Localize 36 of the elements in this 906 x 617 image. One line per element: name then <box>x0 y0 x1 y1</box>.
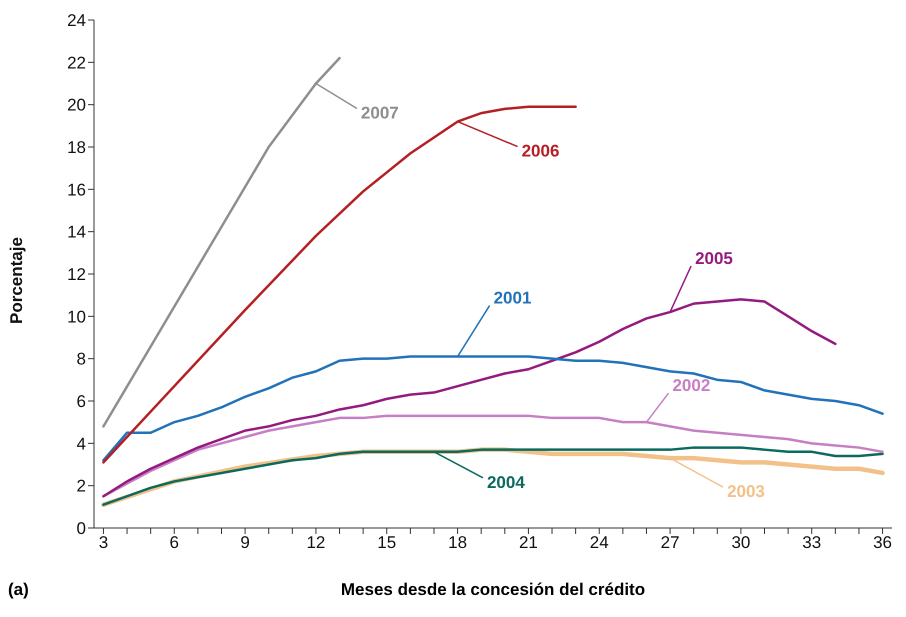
x-tick-label: 3 <box>98 533 108 552</box>
x-tick-label: 33 <box>802 533 822 552</box>
x-tick-label: 18 <box>448 533 468 552</box>
text: 2006 <box>522 142 560 161</box>
series-label: 2002 <box>672 376 710 396</box>
x-tick-label: 27 <box>660 533 680 552</box>
text: 2001 <box>494 288 532 308</box>
line-series <box>102 106 577 464</box>
x-axis-title: Meses desde la concesión del crédito <box>340 580 646 600</box>
text: (a) <box>8 580 29 600</box>
x-tick-label: 30 <box>731 533 750 552</box>
x-tick-label: 12 <box>306 533 326 552</box>
x-tick-label: 15 <box>377 533 396 552</box>
y-axis-title: Porcentaje <box>7 237 26 324</box>
y-tick-label: 0 <box>76 519 86 538</box>
y-tick-label: 4 <box>76 434 86 454</box>
y-tick-label: 22 <box>67 53 86 72</box>
series-label: 2005 <box>695 249 733 268</box>
x-tick-label: 9 <box>240 533 250 552</box>
x-tick-label: 21 <box>518 533 538 552</box>
y-tick-label: 12 <box>67 265 86 284</box>
y-tick-label: 6 <box>76 392 86 412</box>
text: 2007 <box>360 104 399 122</box>
series-label: 2004 <box>486 472 526 492</box>
y-tick-label: 24 <box>67 11 86 30</box>
x-tick-label: 6 <box>170 533 180 552</box>
y-tick-label: 18 <box>67 138 86 158</box>
y-tick-label: 8 <box>76 350 86 369</box>
series-label: 2003 <box>727 482 765 502</box>
y-tick-label: 14 <box>67 222 86 242</box>
y-tick-label: 20 <box>67 96 86 115</box>
y-tick-label: 2 <box>76 476 86 496</box>
x-tick-label: 24 <box>590 533 609 552</box>
y-tick-label: 16 <box>67 180 86 200</box>
y-tick-label: 10 <box>67 307 86 326</box>
x-tick-label: 36 <box>873 533 892 552</box>
